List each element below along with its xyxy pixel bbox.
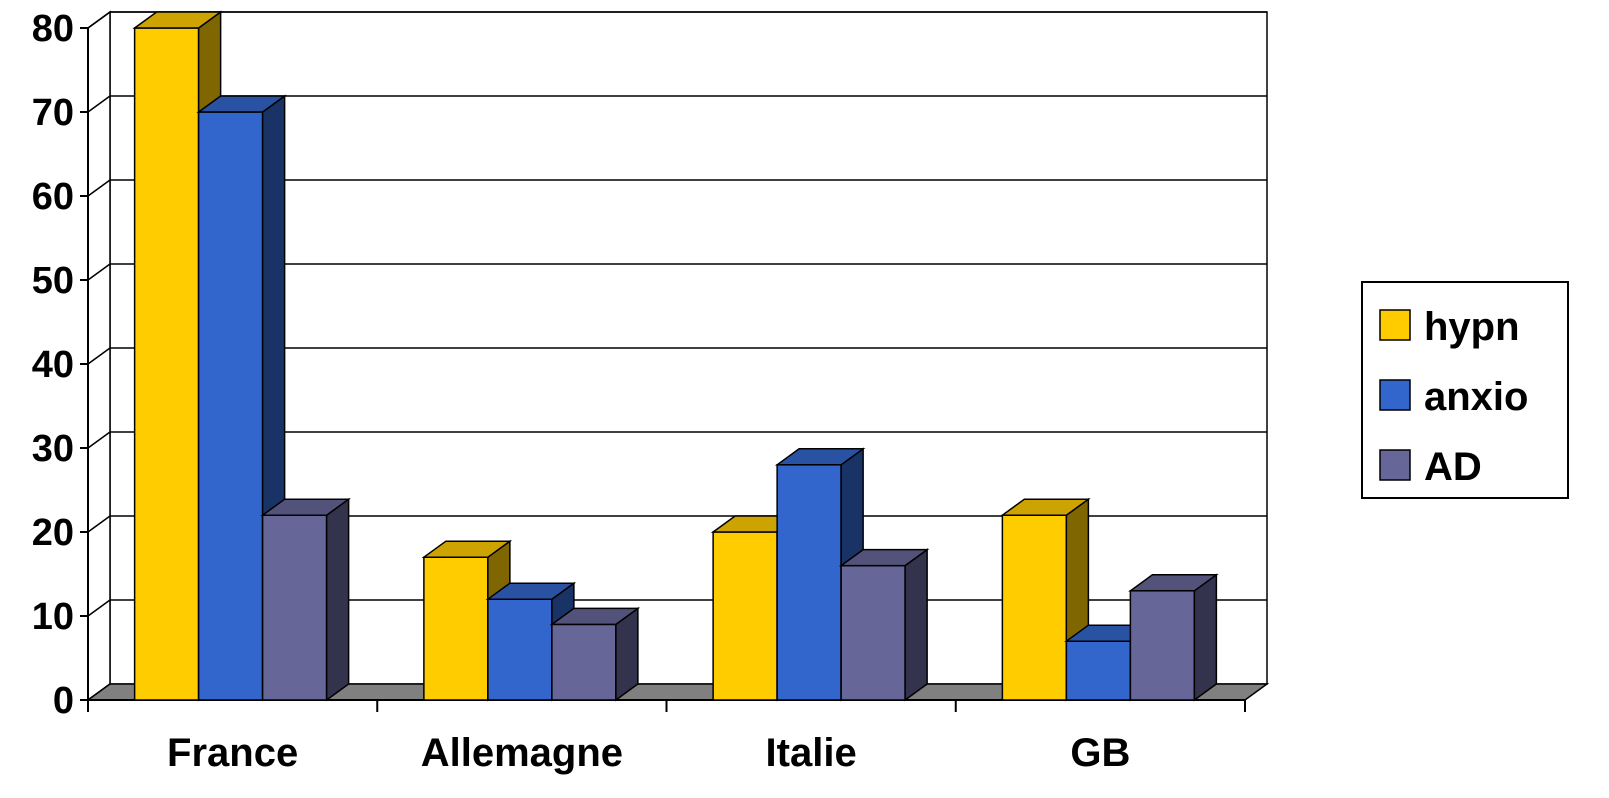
bar-front	[197, 111, 264, 701]
y-tick-label: 40	[32, 344, 74, 386]
bar-side	[325, 497, 350, 702]
bar-hypn-GB	[1000, 497, 1091, 702]
y-tick-label: 0	[53, 680, 74, 722]
gridline-side	[87, 95, 111, 113]
legend-label: hypn	[1424, 305, 1520, 349]
legend-swatch	[1379, 379, 1411, 411]
bar-front	[133, 27, 200, 701]
bar-top	[838, 548, 930, 567]
bar-top	[549, 607, 641, 626]
bar-front	[261, 514, 328, 701]
gridline-side	[87, 11, 111, 29]
bar-front	[712, 531, 778, 701]
y-tick-label: 20	[32, 512, 74, 554]
y-tick-label: 60	[32, 176, 74, 218]
gridline-side	[87, 347, 111, 365]
legend-label: anxio	[1424, 375, 1528, 419]
bar-AD-Italie	[838, 548, 930, 702]
gridline-side	[87, 263, 111, 281]
bar-top	[774, 448, 866, 466]
bar-top	[1000, 498, 1091, 516]
bar-front	[487, 598, 553, 701]
y-tick-label: 80	[32, 8, 74, 50]
bar-top	[196, 95, 287, 113]
y-tick-label: 30	[32, 428, 74, 470]
bar-front	[423, 556, 489, 701]
y-tick-label: 70	[32, 92, 74, 134]
bar-AD-France	[260, 497, 351, 702]
bar-top	[485, 582, 577, 600]
bar-side	[904, 548, 928, 702]
bars	[132, 10, 1219, 702]
bar-front	[1001, 514, 1068, 701]
bar-front	[551, 623, 617, 701]
bar-AD-Allemagne	[549, 606, 641, 702]
legend-swatch	[1379, 309, 1411, 341]
x-category-label: Italie	[766, 731, 857, 775]
bar-front	[776, 464, 842, 701]
bar-front	[1129, 590, 1196, 701]
gridline-side	[87, 599, 111, 617]
axes: 0 10 20 30 40 50 60 70 80 France Allemagne Italie GB	[32, 8, 1246, 775]
bar-top	[421, 540, 513, 558]
legend: hypn anxio AD	[1361, 281, 1569, 499]
bar-top	[132, 11, 223, 29]
x-category-label: France	[167, 731, 298, 775]
gridline-side	[87, 515, 111, 533]
gridline-side	[87, 179, 111, 197]
x-category-label: Allemagne	[421, 731, 623, 775]
bar-front	[840, 564, 906, 701]
bar-top	[1128, 574, 1219, 592]
gridline-side	[87, 431, 111, 449]
legend-swatch	[1379, 449, 1411, 481]
bar-AD-GB	[1128, 573, 1219, 702]
bar-top	[260, 498, 351, 516]
bar-front	[1065, 640, 1132, 701]
legend-label: AD	[1424, 445, 1482, 489]
x-category-label: GB	[1070, 731, 1130, 775]
y-tick-label: 50	[32, 260, 74, 302]
bar-side	[1193, 573, 1218, 702]
y-tick-label: 10	[32, 596, 74, 638]
